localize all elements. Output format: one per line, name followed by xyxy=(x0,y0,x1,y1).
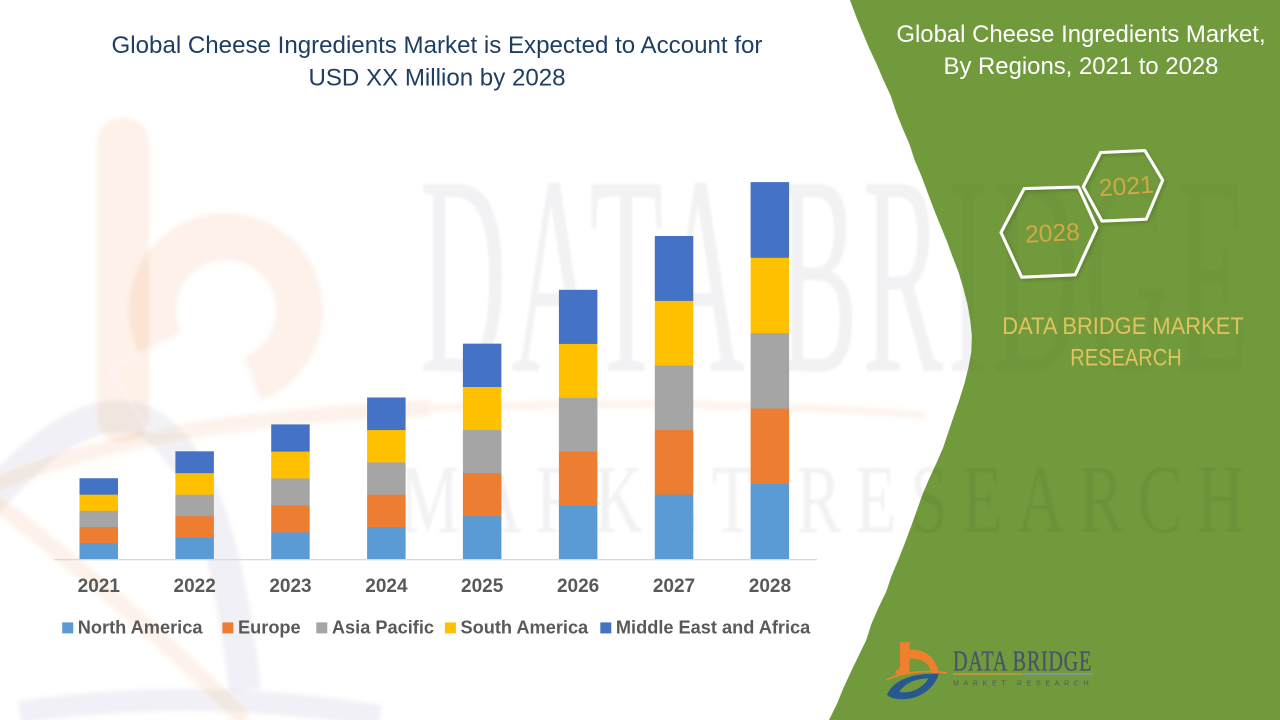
svg-text:2026: 2026 xyxy=(557,576,599,597)
svg-text:DATA BRIDGE MARKET: DATA BRIDGE MARKET xyxy=(1002,313,1244,340)
svg-text:South America: South America xyxy=(461,618,590,638)
svg-text:2024: 2024 xyxy=(365,576,408,597)
svg-text:Europe: Europe xyxy=(238,618,301,638)
svg-text:2025: 2025 xyxy=(461,576,504,597)
svg-text:2021: 2021 xyxy=(1098,172,1154,203)
svg-text:Global Cheese Ingredients Mark: Global Cheese Ingredients Market, xyxy=(896,21,1265,48)
svg-text:By Regions, 2021 to 2028: By Regions, 2021 to 2028 xyxy=(944,53,1219,80)
svg-text:RESEARCH: RESEARCH xyxy=(1070,345,1181,372)
svg-text:2027: 2027 xyxy=(653,576,695,597)
svg-text:2022: 2022 xyxy=(174,576,216,597)
svg-text:North America: North America xyxy=(78,618,204,638)
svg-text:Middle East and Africa: Middle East and Africa xyxy=(616,618,811,638)
svg-text:DATA BRIDGE: DATA BRIDGE xyxy=(953,647,1092,678)
svg-text:2028: 2028 xyxy=(1024,219,1080,249)
svg-text:2021: 2021 xyxy=(78,576,121,597)
svg-text:Global Cheese Ingredients Mark: Global Cheese Ingredients Market is Expe… xyxy=(112,32,763,59)
svg-text:2023: 2023 xyxy=(269,576,311,597)
svg-text:USD XX Million by 2028: USD XX Million by 2028 xyxy=(308,65,565,92)
svg-text:2028: 2028 xyxy=(749,576,791,597)
svg-text:Asia Pacific: Asia Pacific xyxy=(332,618,434,638)
svg-text:DATA BRIDGE: DATA BRIDGE xyxy=(420,118,1254,434)
svg-text:MARKET RESEARCH: MARKET RESEARCH xyxy=(953,681,1093,688)
